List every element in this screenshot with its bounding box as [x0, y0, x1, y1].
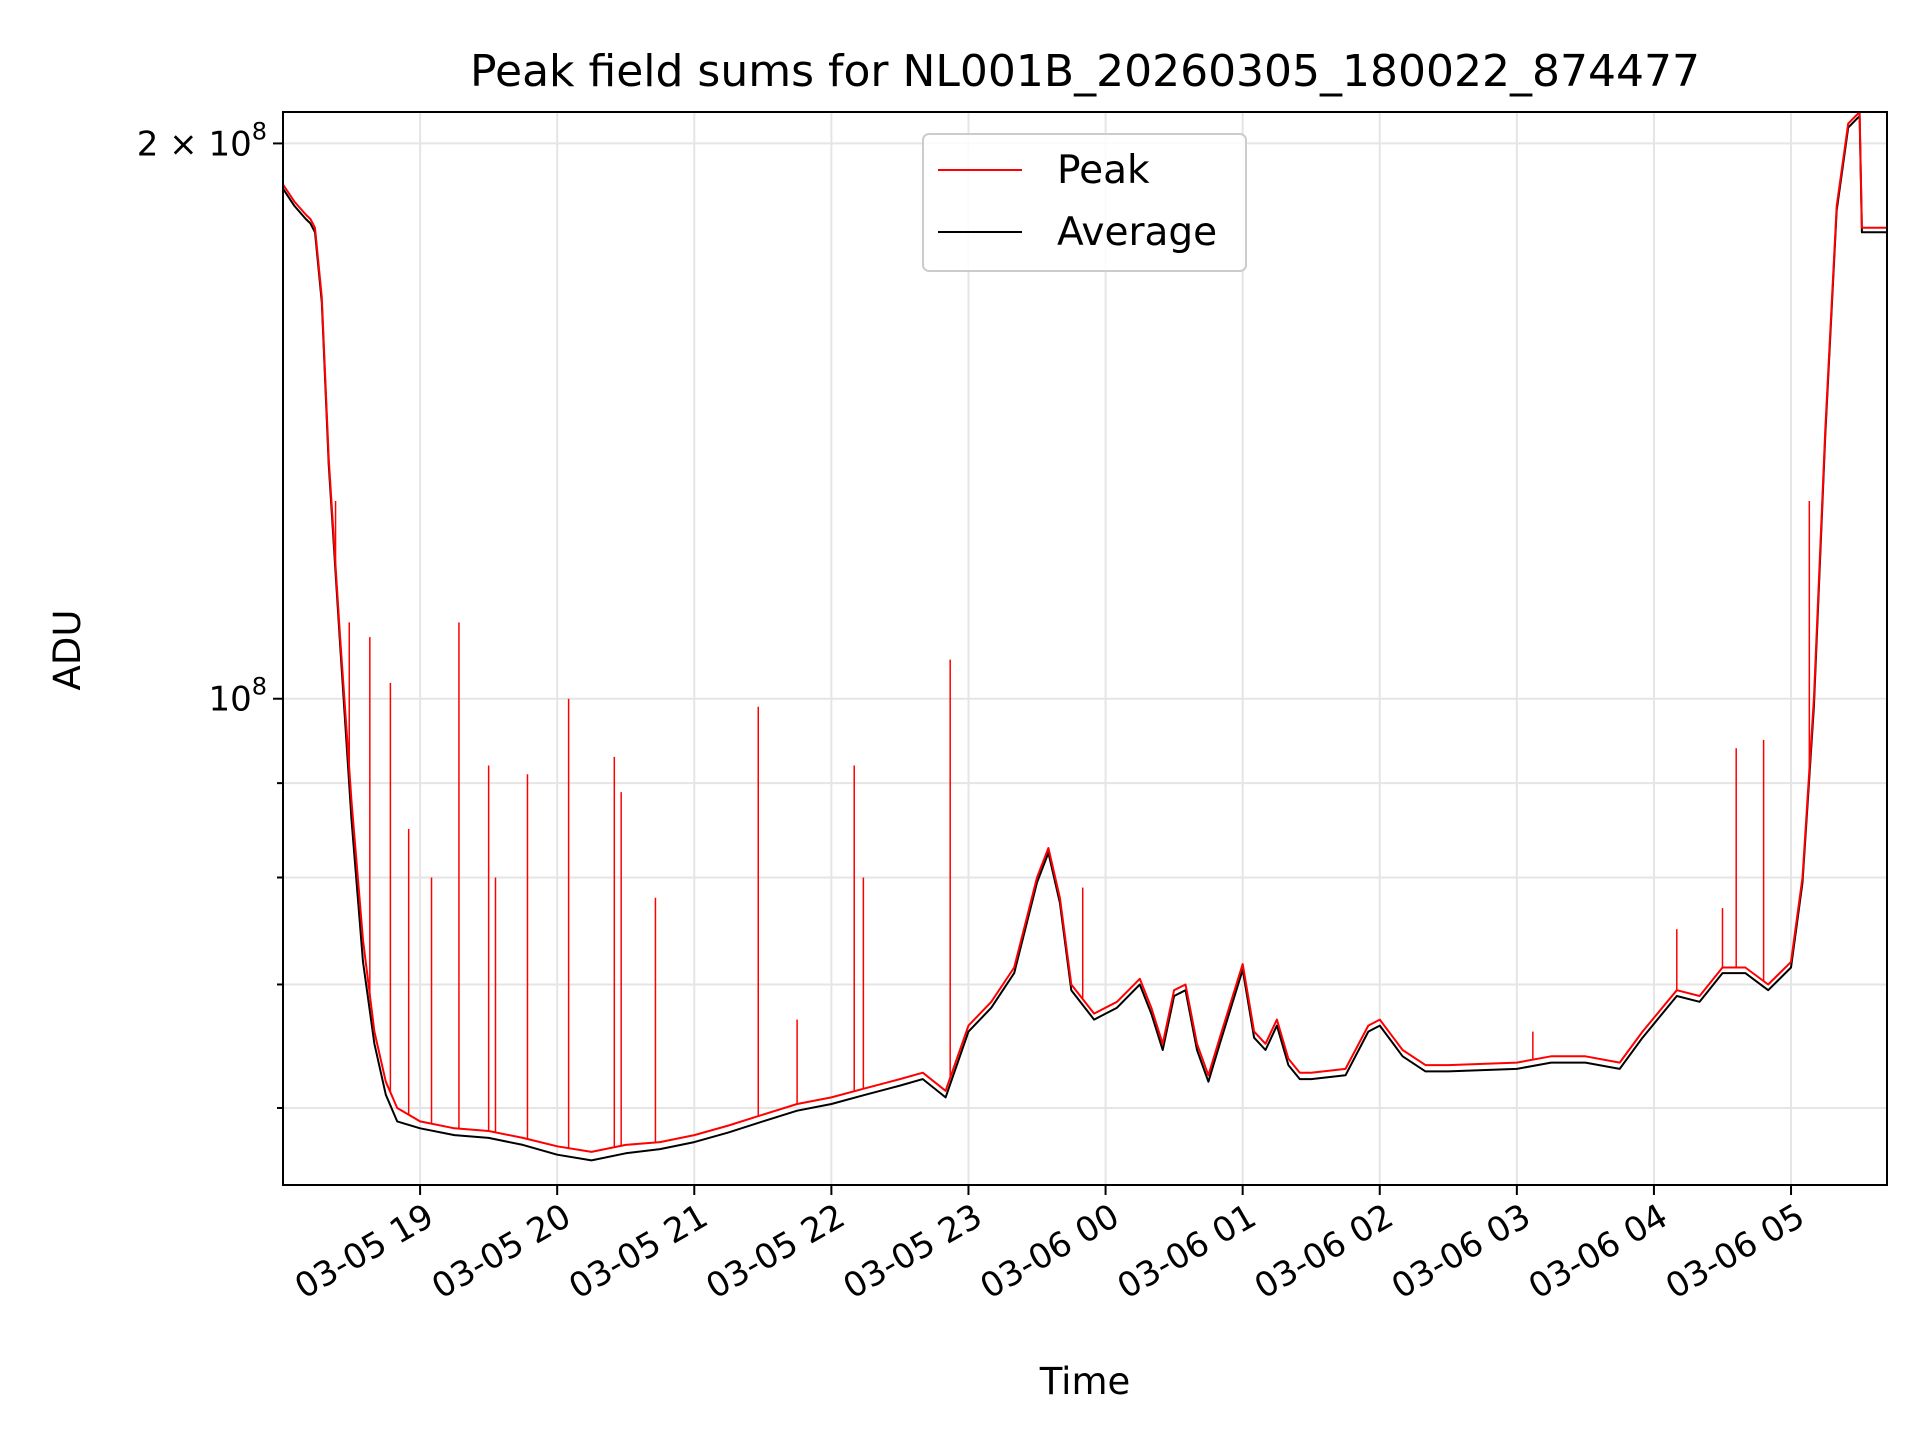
peak-spikes — [325, 404, 1811, 1149]
legend-label-peak: Peak — [1057, 148, 1150, 193]
plot-area — [282, 111, 1887, 1162]
axes-frame — [282, 111, 1888, 1186]
legend-box — [922, 133, 1247, 272]
legend-label-average: Average — [1057, 210, 1217, 255]
series-line-peak — [282, 111, 1887, 1153]
series-line-average — [282, 114, 1887, 1162]
y-tick-label: 2 × 108 — [137, 117, 267, 164]
grid — [283, 112, 1887, 1185]
chart-title: Peak field sums for NL001B_20260305_1800… — [470, 46, 1700, 97]
y-axis-label: ADU — [46, 610, 89, 691]
y-tick-label: 108 — [208, 673, 267, 720]
legend: Peak Average — [922, 133, 1247, 272]
x-axis-label: Time — [1039, 1360, 1131, 1403]
